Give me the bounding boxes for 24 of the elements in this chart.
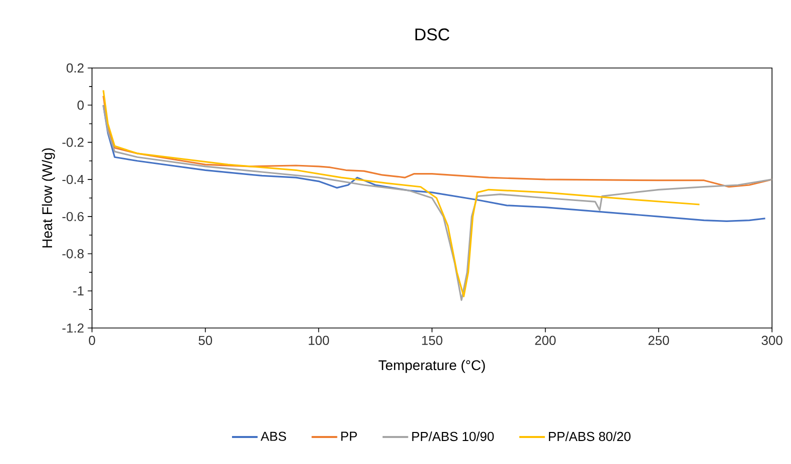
y-tick-label: 0 [77, 100, 84, 110]
x-tick-label: 150 [422, 336, 442, 346]
x-tick-label: 50 [198, 336, 212, 346]
chart-title: DSC [415, 28, 450, 40]
legend-label: ABS [260, 432, 286, 441]
y-tick-label: -1.2 [62, 323, 84, 333]
y-axis-title: Heat Flow (W/g) [42, 148, 55, 248]
legend-label: PP/ABS 80/20 [548, 432, 630, 442]
y-tick-label: 0.2 [66, 63, 84, 73]
x-tick-label: 0 [88, 336, 96, 346]
y-tick-label: -0.2 [62, 138, 84, 147]
x-tick-label: 200 [535, 336, 556, 346]
line-series [102, 104, 772, 301]
y-tick-label: -1 [73, 286, 84, 296]
x-axis-title: Temperature (°C) [378, 360, 485, 373]
x-tick-label: 100 [308, 336, 330, 346]
x-tick-label: 300 [762, 336, 782, 346]
y-tick-label: -0.6 [62, 212, 84, 222]
y-tick-label: -0.4 [62, 174, 84, 184]
legend-label: PP [341, 432, 357, 441]
legend-label: PP/ABS 10/90 [412, 432, 494, 442]
line-series [102, 95, 772, 188]
y-tick-label: -0.8 [62, 249, 84, 258]
x-tick-label: 250 [648, 336, 670, 346]
